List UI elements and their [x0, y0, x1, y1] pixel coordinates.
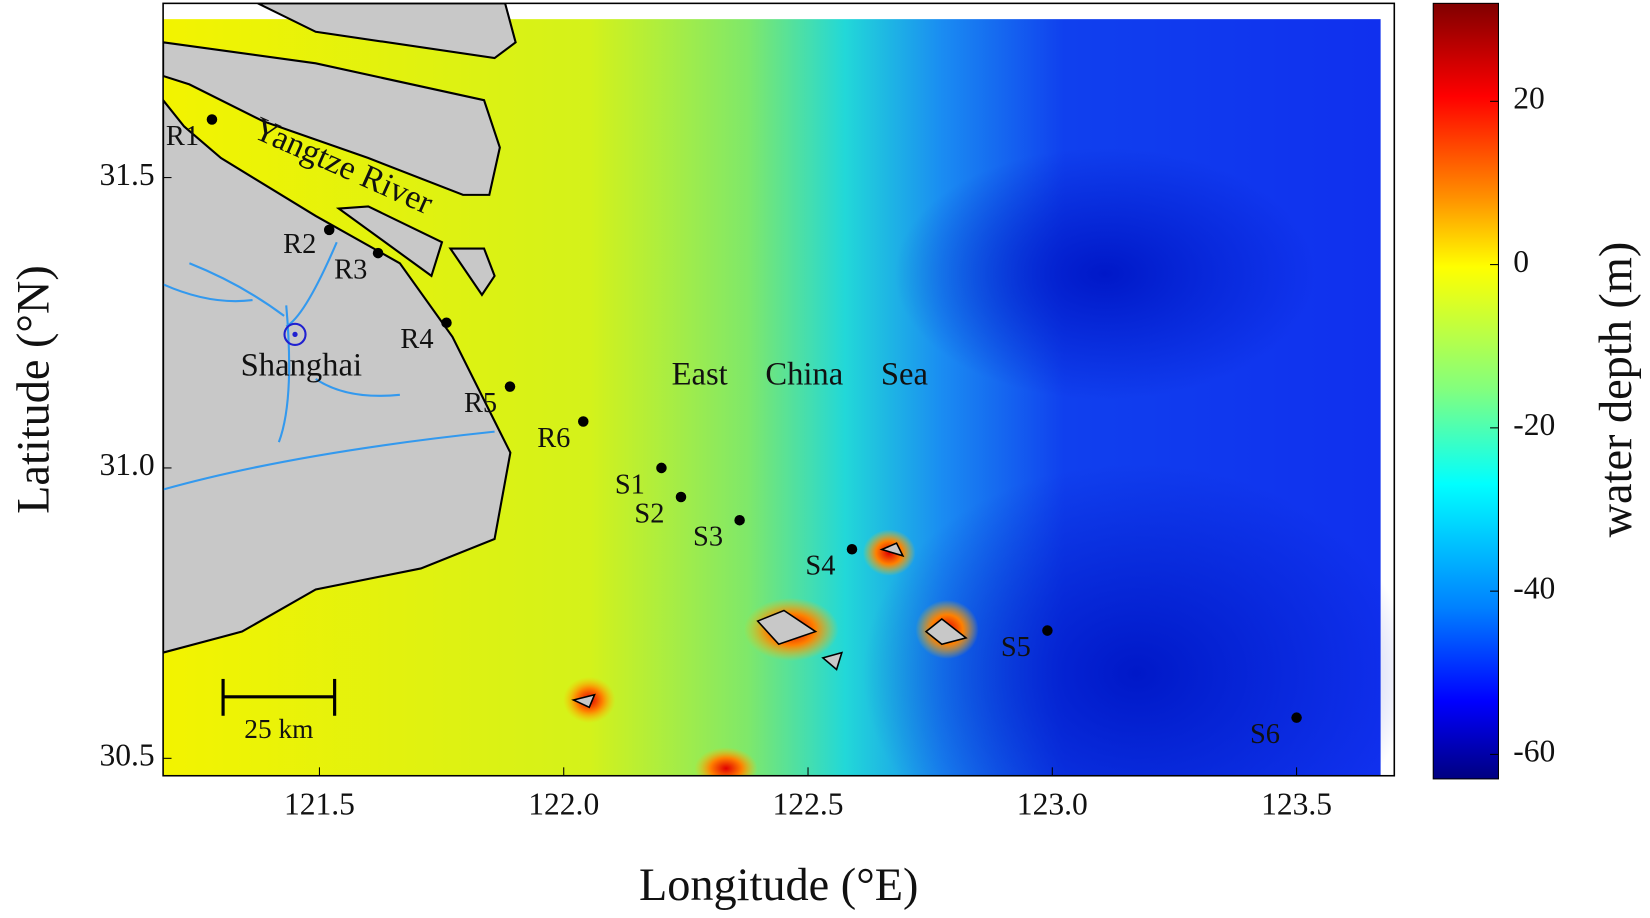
station	[578, 416, 589, 427]
shoal	[694, 747, 758, 776]
scale-bar-label: 25 km	[244, 714, 313, 744]
station-label: R2	[283, 229, 316, 260]
river-network	[163, 241, 495, 491]
plot-frame	[162, 2, 1396, 777]
depth-field	[163, 3, 1395, 776]
island	[821, 651, 844, 671]
station-label: S3	[693, 522, 723, 553]
x-axis-label: Longitude (°E)	[639, 860, 918, 911]
station-label: R3	[334, 255, 367, 286]
island	[571, 693, 596, 709]
station-label: S1	[615, 469, 645, 500]
station-label: S2	[634, 498, 664, 529]
colorbar	[1432, 2, 1499, 780]
y-tick-label: 31.5	[99, 157, 154, 192]
station-label: S4	[805, 551, 835, 582]
station	[675, 491, 687, 503]
station-label: R4	[400, 324, 433, 355]
station	[1042, 625, 1053, 636]
y-tick-label: 30.5	[99, 738, 154, 773]
city-label: Shanghai	[241, 348, 362, 384]
station	[1291, 712, 1302, 723]
shoal	[862, 529, 916, 576]
station	[846, 543, 858, 555]
colorbar-tick-label: 0	[1513, 244, 1529, 279]
island	[924, 617, 968, 646]
station	[323, 224, 335, 236]
station-label: S6	[1250, 719, 1280, 750]
station	[656, 462, 667, 474]
city-dot	[292, 331, 298, 338]
station-label: R6	[537, 423, 570, 454]
station	[734, 514, 745, 526]
colorbar-tick-label: 20	[1513, 81, 1545, 116]
station-label: S5	[1001, 632, 1031, 663]
x-tick-label: 122.0	[528, 787, 599, 822]
changxing-island	[335, 205, 444, 278]
sea-label: East China Sea	[672, 356, 929, 392]
station	[441, 317, 452, 329]
x-tick-label: 123.0	[1017, 787, 1088, 822]
station	[206, 114, 218, 125]
deep-basin	[862, 463, 1395, 776]
colorbar-tick-label: -20	[1513, 407, 1555, 442]
x-tick-label: 121.5	[284, 787, 355, 822]
city-marker	[283, 322, 307, 346]
island	[879, 542, 905, 558]
north-bank	[257, 3, 517, 60]
chongming-island	[163, 41, 501, 196]
colorbar-label: water depth (m)	[1591, 242, 1642, 538]
x-tick-label: 122.5	[773, 787, 844, 822]
deep-basin	[894, 147, 1316, 401]
hengsha-island	[448, 247, 496, 297]
station-label: R5	[464, 388, 497, 419]
y-axis-label: Latitude (°N)	[9, 265, 60, 514]
colorbar-tick-label: -40	[1513, 570, 1555, 605]
x-tick-label: 123.5	[1261, 787, 1332, 822]
station	[372, 247, 384, 259]
colorbar-tick-label: -60	[1513, 734, 1555, 769]
mainland	[163, 98, 512, 654]
y-tick-label: 31.0	[99, 447, 154, 482]
station-label: R1	[166, 121, 199, 152]
station	[504, 381, 516, 392]
island	[756, 609, 818, 646]
